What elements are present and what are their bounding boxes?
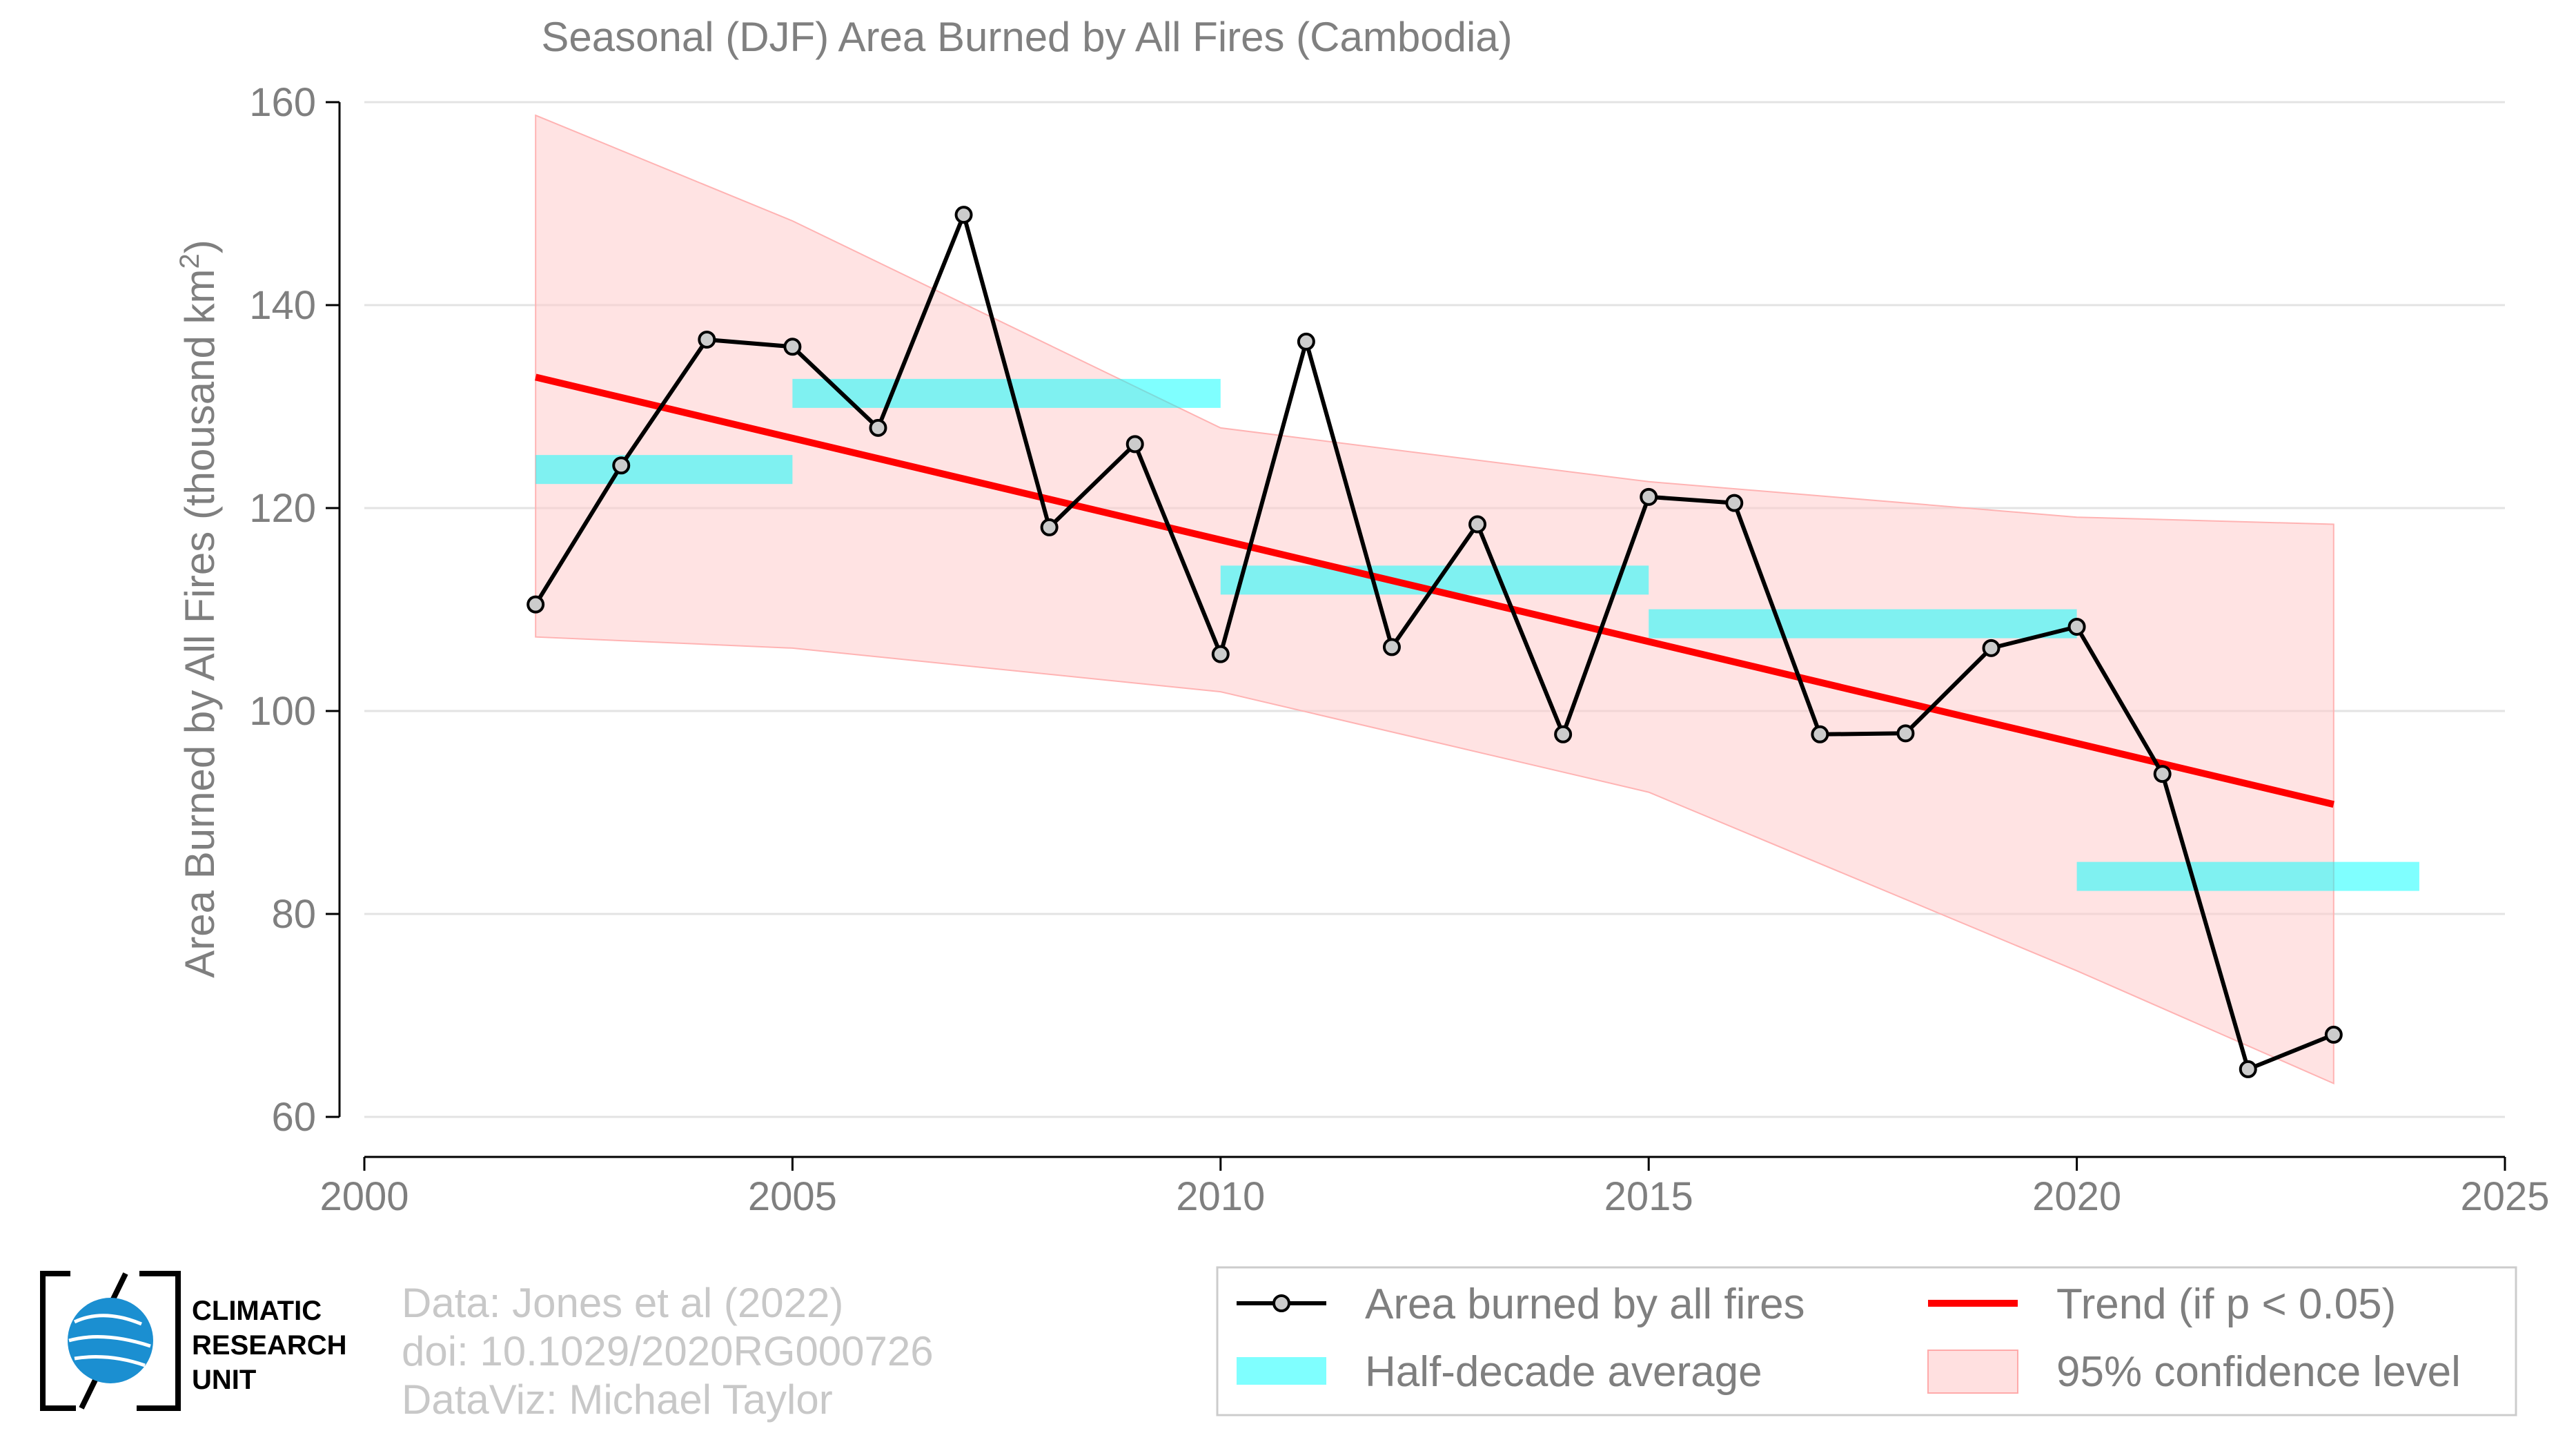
y-tick-label-0: 60 (271, 1095, 316, 1140)
x-tick-label-2: 2010 (1176, 1174, 1265, 1219)
logo-slash-bottom (79, 1376, 99, 1410)
globe-contour-3 (74, 1355, 146, 1367)
data-point-2002 (527, 595, 545, 614)
series-line (533, 213, 2334, 1071)
data-point-2003 (612, 456, 631, 475)
data-point-2009 (1125, 435, 1144, 454)
legend: Area burned by all fires Trend (if p < 0… (1216, 1266, 2517, 1416)
x-tick-label-0: 2000 (319, 1174, 409, 1219)
data-point-2015 (1640, 487, 1658, 506)
data-point-2006 (869, 418, 887, 437)
trend-layer (535, 373, 2334, 808)
y-tick-label-4: 140 (249, 283, 316, 328)
data-point-2020 (2067, 617, 2086, 636)
series-layer (527, 206, 2343, 1078)
logo-text-line2: RESEARCH (192, 1330, 346, 1361)
legend-label-trend: Trend (if p < 0.05) (2056, 1280, 2396, 1328)
data-point-2023 (2324, 1025, 2343, 1044)
data-point-2013 (1468, 515, 1487, 534)
y-tick-label-2: 100 (249, 689, 316, 734)
x-tick-label-5: 2025 (2460, 1174, 2549, 1219)
y-axis-title-superscript: 2 (175, 253, 205, 269)
data-point-2017 (1811, 725, 1829, 743)
globe-contour-1 (73, 1314, 142, 1326)
x-tick-label-1: 2005 (748, 1174, 837, 1219)
data-point-2005 (783, 338, 802, 356)
chart-title: Seasonal (DJF) Area Burned by All Fires … (541, 14, 1512, 60)
logo-bracket-left (40, 1271, 76, 1411)
data-point-2010 (1211, 645, 1230, 663)
data-point-2021 (2153, 765, 2172, 783)
y-axis-title: Area Burned by All Fires (thousand km2) (175, 240, 223, 977)
data-point-2004 (698, 330, 716, 349)
legend-frame (1216, 1266, 2517, 1416)
confidence-band-layer (535, 114, 2334, 1085)
legend-label-series: Area burned by all fires (1365, 1280, 1805, 1328)
legend-label-average: Half-decade average (1365, 1348, 1762, 1396)
trend-line (535, 373, 2334, 808)
data-point-2022 (2239, 1060, 2257, 1078)
half-decade-average-bar-4 (2076, 861, 2419, 891)
x-tick-label-4: 2020 (2032, 1174, 2121, 1219)
credit-dataviz: DataViz: Michael Taylor (402, 1376, 833, 1423)
data-point-2016 (1725, 494, 1744, 512)
globe-icon (68, 1298, 153, 1383)
legend-average-swatch (1237, 1357, 1326, 1385)
logo-bracket-right (137, 1271, 181, 1411)
legend-confidence-swatch (1927, 1350, 2018, 1394)
data-point-2014 (1554, 725, 1573, 743)
half-decade-average-bar-0 (535, 455, 793, 485)
credits: Data: Jones et al (2022) doi: 10.1029/20… (402, 1280, 934, 1423)
credit-data: Data: Jones et al (2022) (402, 1280, 843, 1326)
half-decade-average-bar-3 (1649, 609, 2077, 639)
y-tick-label-5: 160 (249, 80, 316, 125)
data-point-2018 (1896, 724, 1915, 743)
data-point-2007 (954, 206, 973, 224)
data-point-2008 (1040, 518, 1059, 536)
half-decade-average-bar-1 (792, 378, 1221, 408)
globe-contour-2 (68, 1335, 151, 1348)
data-point-2019 (1982, 639, 2000, 657)
legend-series-marker-swatch (1272, 1294, 1290, 1312)
y-tick-label-1: 80 (271, 892, 316, 937)
y-axis-title-close: ) (177, 240, 223, 253)
x-ticks: 2000 2005 2010 2015 2020 2025 (319, 1157, 2550, 1219)
data-point-2012 (1382, 638, 1401, 656)
logo: CLIMATIC RESEARCH UNIT (40, 1271, 346, 1411)
logo-text-line3: UNIT (192, 1365, 256, 1395)
y-tick-label-3: 120 (249, 486, 316, 531)
data-point-2011 (1297, 332, 1315, 351)
legend-label-confidence: 95% confidence level (2056, 1348, 2461, 1396)
credit-doi: doi: 10.1029/2020RG000726 (402, 1328, 934, 1374)
confidence-band (535, 114, 2334, 1085)
y-axis-title-text: Area Burned by All Fires (thousand km (177, 269, 223, 978)
x-tick-label-3: 2015 (1604, 1174, 1693, 1219)
logo-text-line1: CLIMATIC (192, 1296, 322, 1326)
y-ticks: 60 80 100 120 140 160 (249, 80, 340, 1140)
